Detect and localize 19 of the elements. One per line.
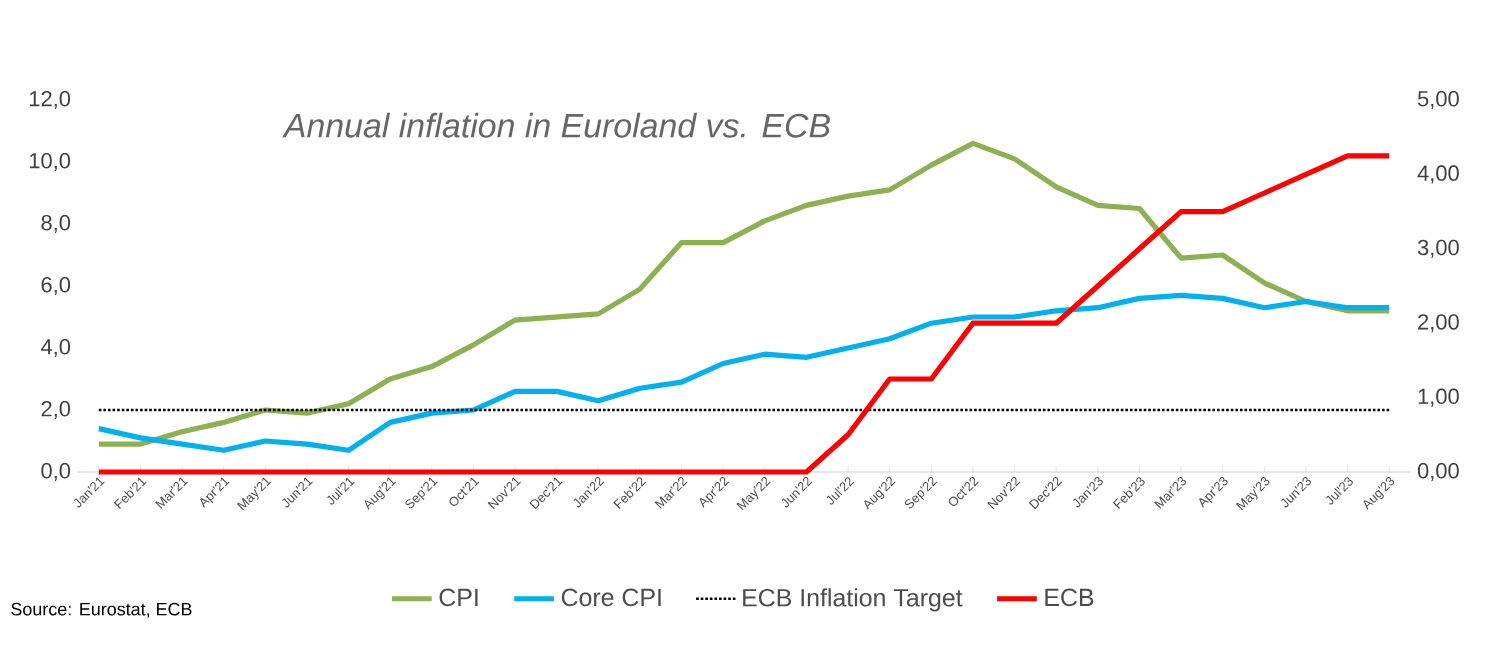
legend-label: Core CPI [561, 588, 661, 607]
y-tick-label: 6,0 [41, 276, 71, 296]
legend-label: ECB [1045, 588, 1094, 607]
y2-tick-label: 2,00 [1418, 314, 1459, 333]
y-tick-label: 4,0 [40, 338, 71, 358]
legend-label: ECB Inflation Target [743, 588, 963, 612]
chart-title: Annual inflation in Euroland vs. ECB [282, 112, 830, 138]
y-tick-label: 10,0 [29, 152, 71, 172]
y2-tick-label: 5,00 [1417, 90, 1459, 110]
y-tick-label: 12,0 [29, 90, 71, 110]
source-note: Source: Eurostat, ECB [11, 602, 192, 618]
y2-tick-label: 0,00 [1417, 462, 1459, 482]
y2-tick-label: 4,00 [1417, 165, 1459, 184]
y-tick-label: 2,0 [41, 400, 71, 420]
y-tick-label: 8,0 [41, 214, 71, 234]
y2-tick-label: 1,00 [1418, 388, 1459, 407]
y-tick-label: 0,0 [41, 462, 71, 482]
legend-label: CPI [439, 588, 478, 607]
y2-tick-label: 3,00 [1417, 239, 1459, 258]
